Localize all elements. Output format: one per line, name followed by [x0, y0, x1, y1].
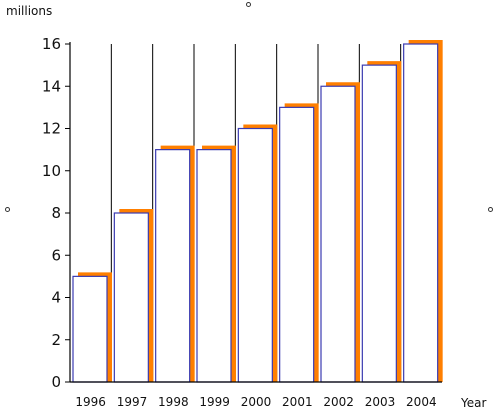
selection-handle-top[interactable]: [246, 2, 251, 7]
x-tick-label: 2001: [282, 395, 313, 409]
bar-2004: [403, 43, 439, 383]
x-tick-label: 1999: [199, 395, 230, 409]
bars: [72, 40, 443, 383]
y-tick-label: 0: [51, 373, 61, 391]
x-tick-label: 2003: [365, 395, 396, 409]
x-ticks: 1996 1997 1998 1999 2000 2001 2002 2003 2004: [75, 395, 436, 409]
bar-2000: [237, 127, 273, 383]
bar-2001: [279, 106, 315, 383]
x-tick-label: 1998: [158, 395, 189, 409]
y-tick-label: 8: [51, 204, 61, 222]
x-tick-label: 1997: [117, 395, 148, 409]
selection-handle-left[interactable]: [5, 207, 10, 212]
selection-handle-right[interactable]: [488, 207, 493, 212]
y-tick-label: 16: [42, 35, 61, 53]
y-tick-label: 4: [51, 289, 61, 307]
bar-2003: [361, 64, 397, 383]
x-tick-label: 2002: [323, 395, 354, 409]
x-axis-label: Year: [460, 396, 486, 410]
y-tick-label: 2: [51, 331, 61, 349]
y-tick-label: 10: [42, 162, 61, 180]
bar-1998: [155, 149, 191, 383]
x-tick-label: 2004: [406, 395, 437, 409]
bar-1999: [196, 149, 232, 383]
y-tick-label: 6: [51, 246, 61, 264]
y-tick-label: 12: [42, 120, 61, 138]
x-tick-label: 2000: [241, 395, 272, 409]
bar-1996: [72, 275, 108, 383]
x-tick-label: 1996: [75, 395, 106, 409]
y-tick-label: 14: [42, 77, 61, 95]
y-ticks: 0 2 4 6 8 10 12 14 16: [42, 35, 70, 391]
bar-2002: [320, 85, 356, 383]
y-axis-label: millions: [6, 4, 52, 18]
bar-1997: [113, 212, 149, 383]
